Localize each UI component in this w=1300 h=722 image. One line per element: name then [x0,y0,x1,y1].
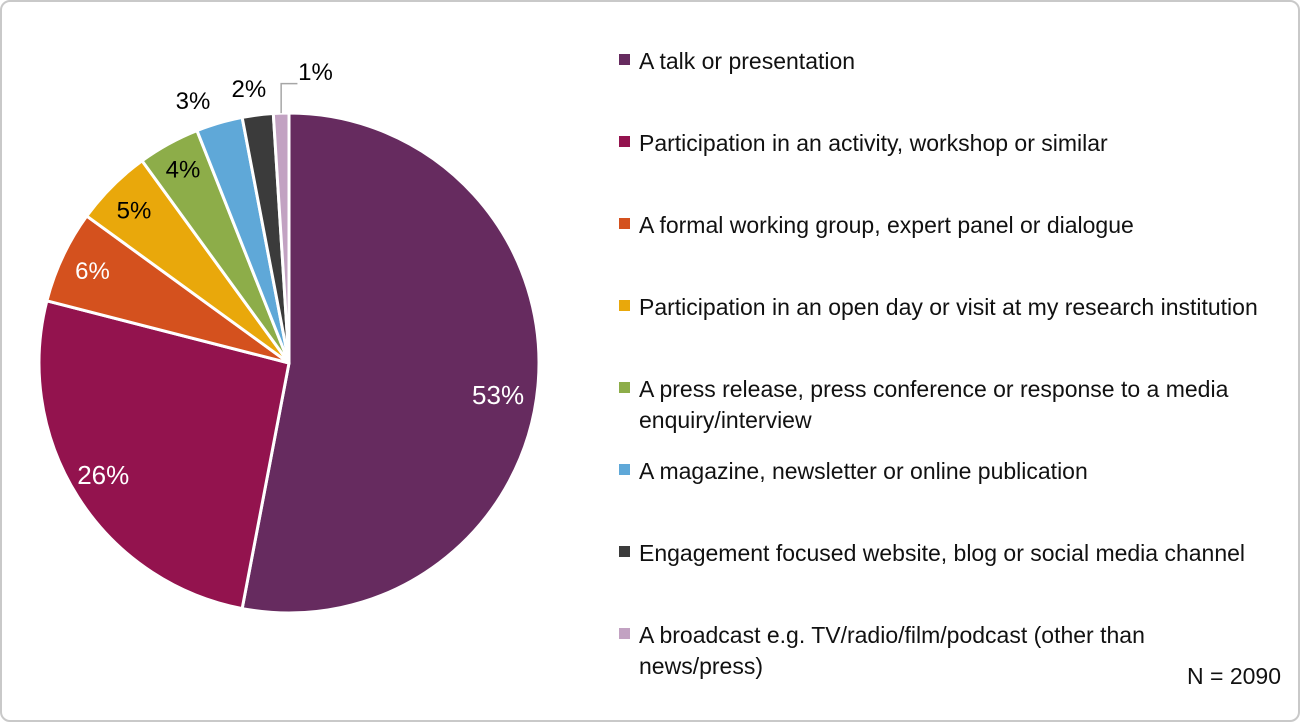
legend-item-label: A press release, press conference or res… [639,376,1229,434]
slice-percent-label: 4% [166,157,201,184]
legend-item: Engagement focused website, blog or soci… [619,538,1267,620]
slice-percent-label: 3% [176,88,211,115]
pie-slice-53% [240,111,541,615]
slice-percent-label: 5% [117,197,152,224]
legend-item-label: Participation in an activity, workshop o… [639,130,1108,156]
slice-percent-label: 6% [75,258,110,285]
legend-item-label: Engagement focused website, blog or soci… [639,540,1246,566]
legend-swatch-icon [619,54,630,65]
legend-item: A magazine, newsletter or online publica… [619,456,1267,538]
pie-slice-26% [37,299,291,611]
legend-swatch-icon [619,300,630,311]
legend-item: Participation in an activity, workshop o… [619,128,1267,210]
slice-percent-label: 53% [472,380,524,410]
slice-percent-label: 2% [232,76,267,103]
slice-percent-label: 1% [298,59,333,86]
legend-item-label: A formal working group, expert panel or … [639,212,1134,238]
legend-item-label: A magazine, newsletter or online publica… [639,458,1088,484]
callout-leader-line [280,82,298,114]
legend-swatch-icon [619,628,630,639]
sample-size-label: N = 2090 [1187,663,1281,689]
legend-item: A talk or presentation [619,46,1267,128]
legend-item: A press release, press conference or res… [619,374,1267,456]
legend-swatch-icon [619,382,630,393]
legend-swatch-icon [619,218,630,229]
legend-item-label: A talk or presentation [639,48,856,74]
legend-item: Participation in an open day or visit at… [619,292,1267,374]
legend-item: A formal working group, expert panel or … [619,210,1267,292]
slice-percent-label: 26% [77,460,129,490]
legend: A talk or presentation Participation in a… [619,46,1267,702]
pie-chart: 53% 26% 6% 5% 4% 3% 2% 1% [37,59,541,615]
legend-item-label: A broadcast e.g. TV/radio/film/podcast (… [639,622,1145,680]
legend-item: A broadcast e.g. TV/radio/film/podcast (… [619,620,1267,702]
legend-item-label: Participation in an open day or visit at… [639,294,1258,320]
legend-swatch-icon [619,546,630,557]
legend-swatch-icon [619,464,630,475]
legend-swatch-icon [619,136,630,147]
